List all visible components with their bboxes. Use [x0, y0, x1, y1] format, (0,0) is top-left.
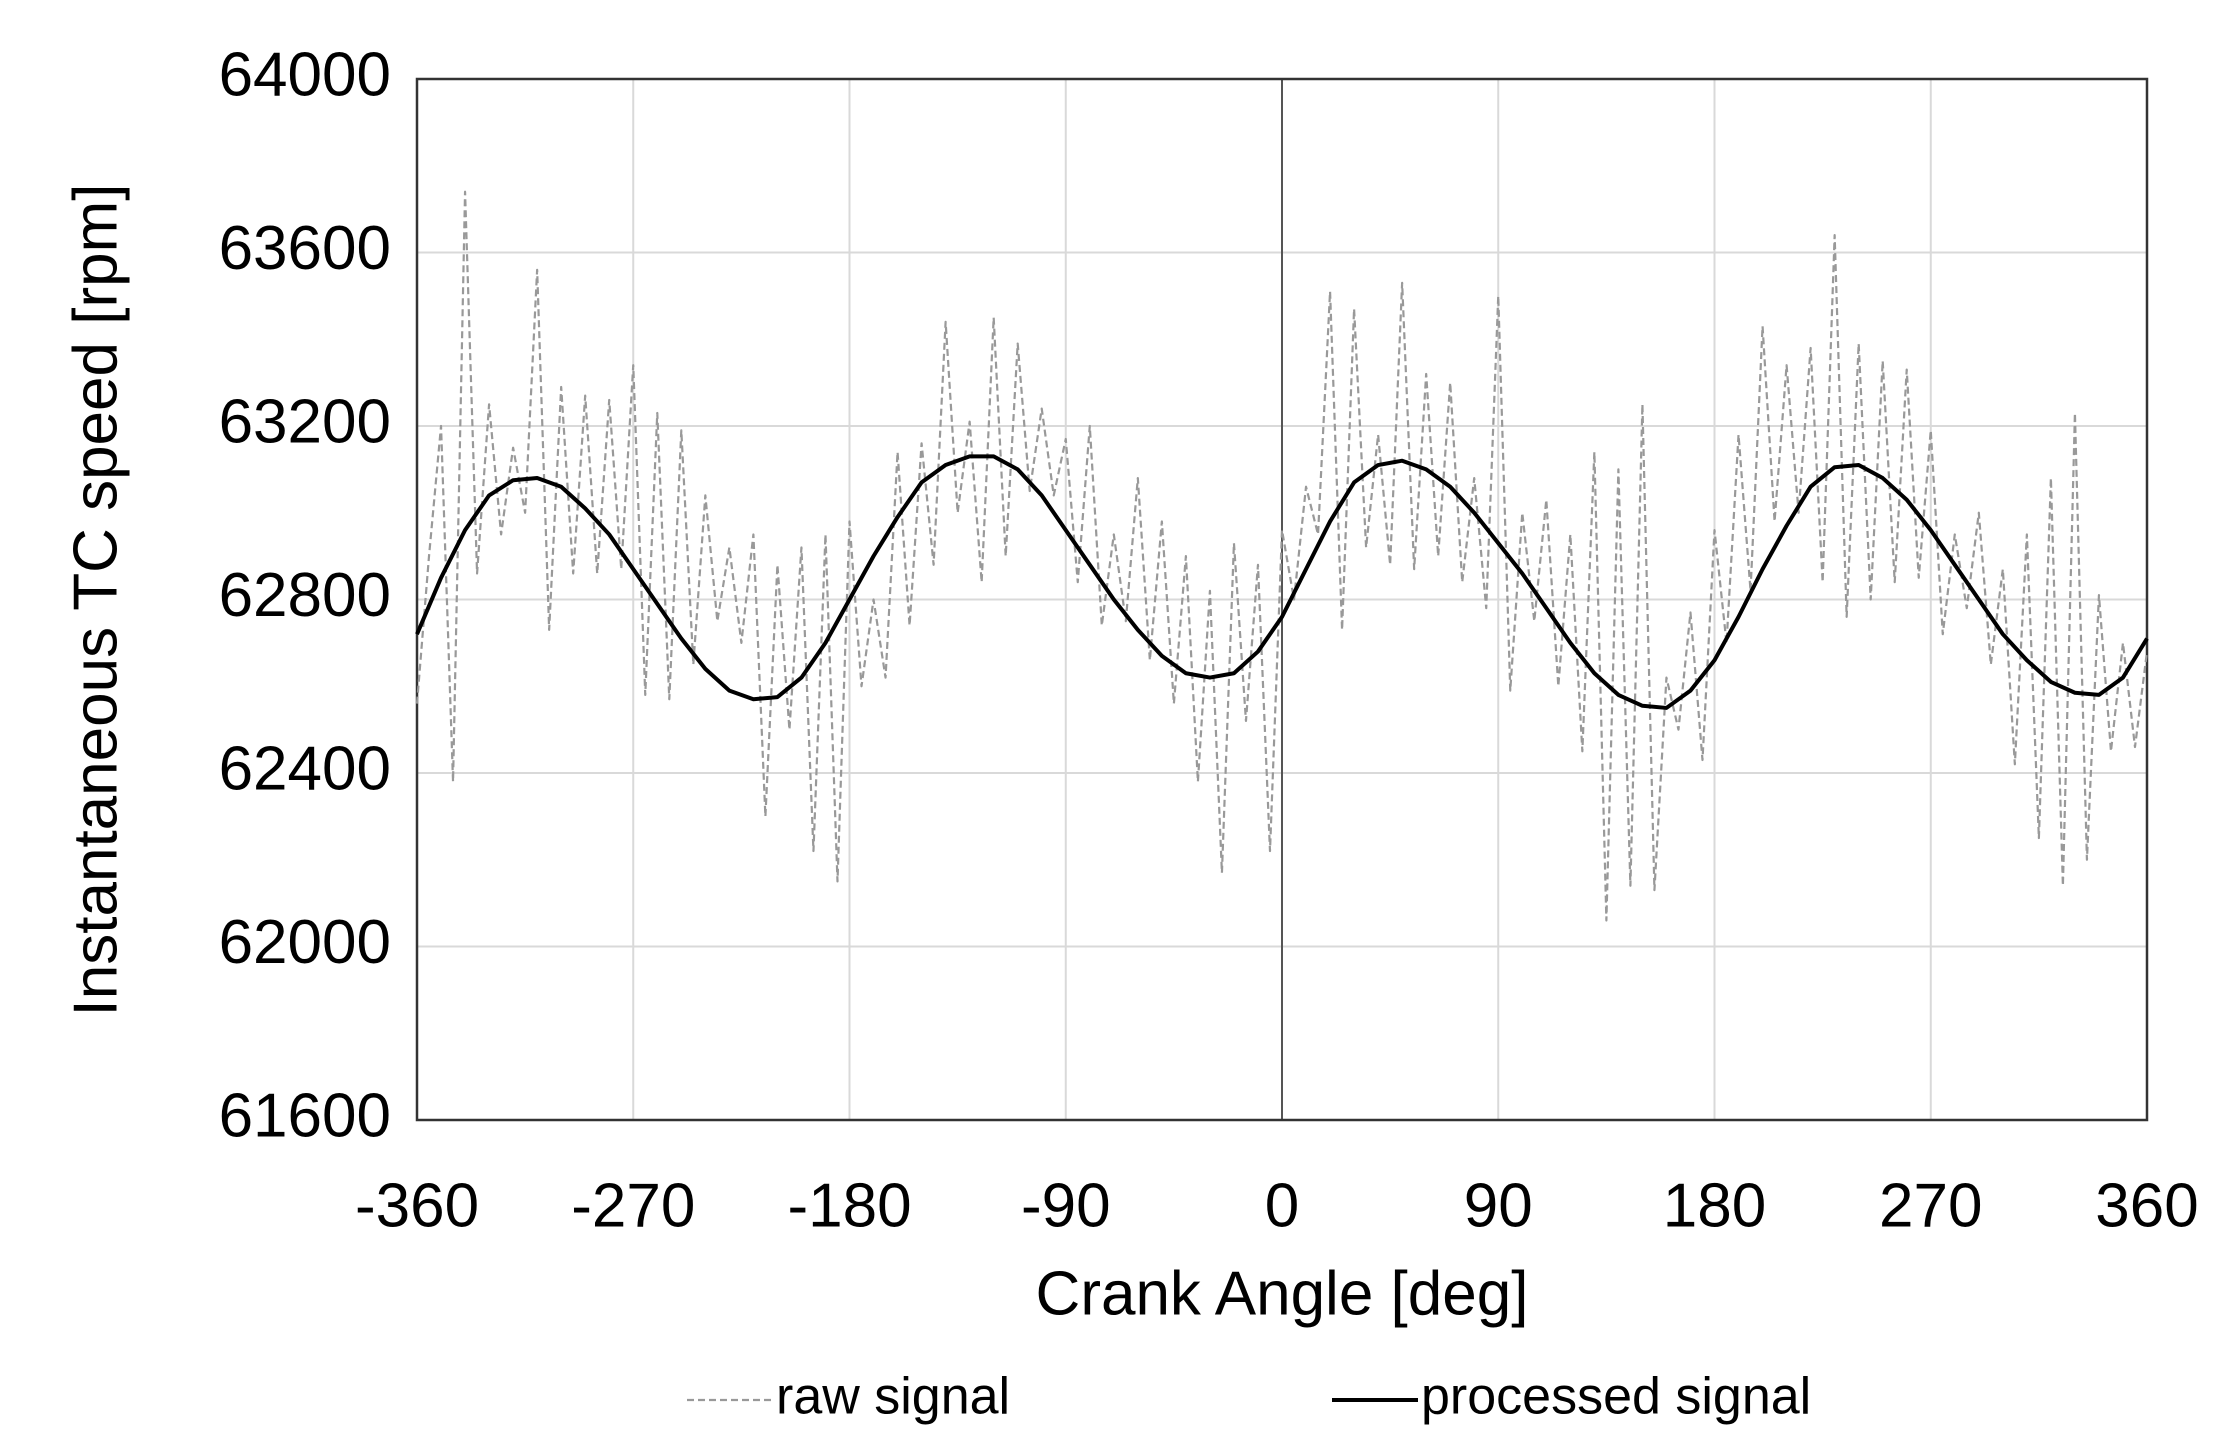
y-tick-label: 62400: [219, 734, 391, 803]
plot-frame: [415, 77, 2149, 1122]
y-axis-title: Instantaneous TC speed [rpm]: [61, 184, 130, 1017]
x-tick-label: 0: [1265, 1171, 1299, 1240]
x-tick-label: -360: [355, 1171, 479, 1240]
x-axis-title: Crank Angle [deg]: [1036, 1259, 1529, 1328]
x-tick-label: 180: [1663, 1171, 1766, 1240]
y-tick-label: 64000: [219, 40, 391, 109]
x-tick-label: 90: [1464, 1171, 1533, 1240]
y-tick-label: 62000: [219, 908, 391, 977]
x-tick-label: 270: [1879, 1171, 1982, 1240]
legend-label: processed signal: [1421, 1368, 1811, 1426]
x-tick-label: -90: [1021, 1171, 1111, 1240]
y-tick-label: 63200: [219, 387, 391, 456]
x-tick-label: -270: [571, 1171, 695, 1240]
x-tick-label: 360: [2095, 1171, 2198, 1240]
y-tick-label: 61600: [219, 1081, 391, 1150]
y-tick-label: 62800: [219, 561, 391, 630]
series-line: [415, 190, 2149, 922]
legend-label: raw signal: [776, 1368, 1010, 1426]
y-tick-label: 63600: [219, 214, 391, 283]
x-tick-label: -180: [787, 1171, 911, 1240]
series-line: [415, 454, 2149, 710]
